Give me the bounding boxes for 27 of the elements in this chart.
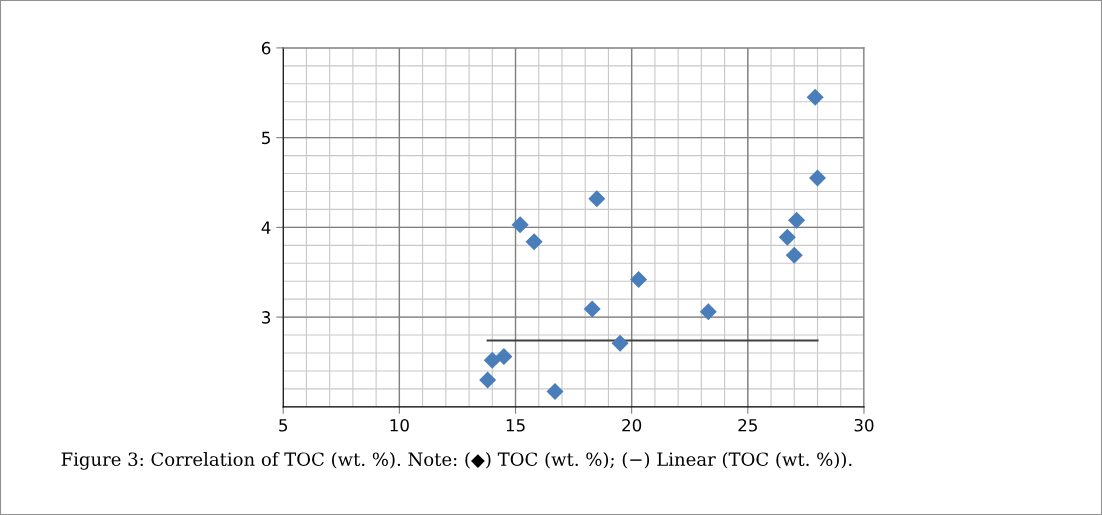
point bbox=[806, 88, 824, 106]
point bbox=[525, 233, 543, 251]
point bbox=[511, 216, 529, 234]
point bbox=[699, 303, 717, 321]
x-tick-label: 10 bbox=[390, 418, 409, 432]
point bbox=[546, 383, 564, 401]
point bbox=[611, 334, 629, 352]
point bbox=[495, 348, 513, 366]
point bbox=[479, 371, 497, 389]
x-tick-label: 30 bbox=[854, 418, 874, 432]
y-tick-label: 5 bbox=[262, 131, 270, 145]
x-tick-label: 20 bbox=[622, 418, 642, 432]
point bbox=[483, 351, 501, 369]
x-tick-label: 25 bbox=[738, 418, 757, 432]
point bbox=[588, 190, 606, 208]
point bbox=[785, 246, 803, 264]
caption: Figure 3: Correlation of TOC (wt. %). Note: (◆) TOC (wt. %); (−) Linear (TOC (wt. %)). bbox=[61, 452, 852, 470]
y-tick-label: 3 bbox=[262, 311, 271, 324]
point bbox=[583, 300, 601, 318]
x-tick-label: 15 bbox=[506, 419, 525, 432]
y-tick-label: 6 bbox=[261, 41, 271, 55]
point bbox=[809, 169, 827, 187]
point bbox=[788, 211, 806, 229]
y-tick-label: 4 bbox=[261, 221, 271, 234]
point bbox=[630, 270, 648, 288]
x-tick-label: 5 bbox=[279, 419, 288, 432]
point bbox=[778, 228, 796, 246]
